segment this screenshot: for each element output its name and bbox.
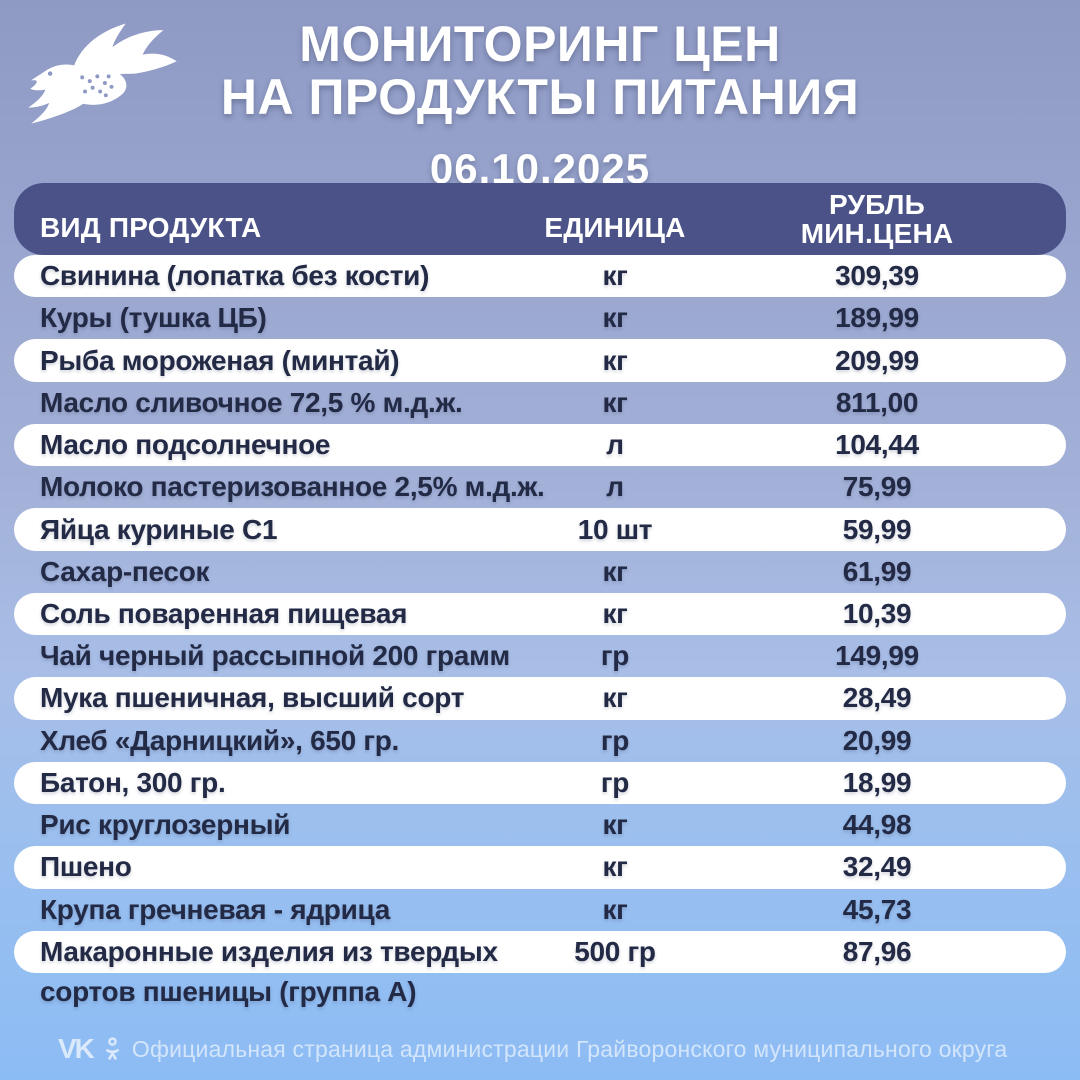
- table-row: Рыба мороженая (минтай) кг 209,99: [14, 339, 1066, 382]
- product-name: Куры (тушка ЦБ): [40, 302, 267, 334]
- price-value: 45,73: [842, 893, 912, 925]
- product-name: Масло подсолнечное: [40, 429, 331, 461]
- price-value: 209,99: [835, 344, 919, 376]
- table-row: Пшено кг 32,49: [14, 846, 1066, 889]
- product-name: Соль поваренная пищевая: [40, 597, 408, 629]
- product-name: Мука пшеничная, высший сорт: [40, 682, 465, 714]
- price-value: 811,00: [835, 386, 919, 418]
- unit-value: кг: [602, 260, 628, 292]
- unit-value: 500 гр: [574, 935, 656, 967]
- unit-value: кг: [602, 344, 628, 376]
- column-header-price: РУБЛЬ МИН.ЦЕНА: [767, 190, 987, 248]
- column-header-price-line1: РУБЛЬ: [829, 189, 925, 220]
- price-value: 75,99: [842, 471, 912, 503]
- product-name: Чай черный рассыпной 200 грамм: [40, 640, 510, 672]
- page-title-line2: НА ПРОДУКТЫ ПИТАНИЯ: [220, 69, 860, 125]
- page-title-line1: МОНИТОРИНГ ЦЕН: [299, 16, 781, 72]
- unit-value: гр: [600, 724, 630, 756]
- footer-caption: Официальная страница администрации Грайв…: [131, 1035, 1008, 1062]
- product-name: Рыба мороженая (минтай): [40, 344, 400, 376]
- column-header-unit: ЕДИНИЦА: [544, 212, 686, 243]
- unit-value: л: [606, 429, 624, 461]
- table-row: Молоко пастеризованное 2,5% м.д.ж. л 75,…: [14, 466, 1066, 508]
- unit-value: кг: [602, 893, 628, 925]
- table-row: Хлеб «Дарницкий», 650 гр. гр 20,99: [14, 720, 1066, 762]
- unit-value: кг: [602, 851, 628, 883]
- unit-value: 10 шт: [577, 513, 653, 545]
- price-value: 309,39: [835, 260, 919, 292]
- flying-bird-icon: [28, 23, 177, 124]
- price-value: 104,44: [835, 429, 919, 461]
- table-row: Батон, 300 гр. гр 18,99: [14, 761, 1066, 805]
- price-value: 44,98: [842, 809, 912, 841]
- product-name-continuation: сортов пшеницы (группа А): [40, 976, 417, 1007]
- product-name: Свинина (лопатка без кости): [40, 260, 430, 292]
- poster-header: МОНИТОРИНГ ЦЕН НА ПРОДУКТЫ ПИТАНИЯ 06.10…: [0, 18, 1080, 193]
- table-row: Соль поваренная пищевая кг 10,39: [14, 592, 1066, 636]
- price-value: 32,49: [842, 851, 912, 883]
- column-header-price-line2: МИН.ЦЕНА: [800, 218, 954, 249]
- unit-value: кг: [602, 555, 628, 587]
- unit-value: л: [606, 471, 624, 503]
- table-row: Макаронные изделия из твердых 500 гр 87,…: [14, 930, 1066, 973]
- footer: VK Официальная страница администрации Гр…: [58, 1028, 1007, 1070]
- unit-value: кг: [602, 682, 628, 714]
- odnoklassniki-icon: [105, 1037, 120, 1061]
- unit-value: кг: [602, 302, 628, 334]
- product-name: Хлеб «Дарницкий», 650 гр.: [40, 724, 400, 756]
- product-name: Батон, 300 гр.: [40, 766, 226, 798]
- table-row: Крупа гречневая - ядрица кг 45,73: [14, 889, 1066, 931]
- table-row: Свинина (лопатка без кости) кг 309,39: [14, 255, 1066, 298]
- price-value: 20,99: [842, 724, 912, 756]
- table-row: Масло подсолнечное л 104,44: [14, 423, 1066, 467]
- unit-value: кг: [602, 386, 628, 418]
- price-value: 59,99: [842, 513, 912, 545]
- price-value: 10,39: [842, 597, 912, 629]
- product-name: Молоко пастеризованное 2,5% м.д.ж.: [40, 471, 545, 503]
- table-row: Масло сливочное 72,5 % м.д.ж. кг 811,00: [14, 382, 1066, 424]
- price-value: 149,99: [835, 640, 919, 672]
- product-name: Рис круглозерный: [40, 809, 291, 841]
- price-value: 61,99: [842, 555, 912, 587]
- table-row: Яйца куриные С1 10 шт 59,99: [14, 508, 1066, 551]
- product-name: Сахар-песок: [40, 555, 210, 587]
- column-header-product: ВИД ПРОДУКТА: [40, 212, 262, 243]
- table-header-row: ВИД ПРОДУКТА ЕДИНИЦА РУБЛЬ МИН.ЦЕНА: [14, 183, 1066, 255]
- product-name: Крупа гречневая - ядрица: [40, 893, 391, 925]
- unit-value: гр: [600, 766, 630, 798]
- price-table: Свинина (лопатка без кости) кг 309,39 Ку…: [14, 255, 1066, 973]
- table-row: Рис круглозерный кг 44,98: [14, 804, 1066, 846]
- unit-value: кг: [602, 809, 628, 841]
- price-value: 28,49: [842, 682, 912, 714]
- product-name: Масло сливочное 72,5 % м.д.ж.: [40, 386, 463, 418]
- unit-value: кг: [602, 597, 628, 629]
- table-row: Мука пшеничная, высший сорт кг 28,49: [14, 677, 1066, 720]
- table-row: Сахар-песок кг 61,99: [14, 551, 1066, 593]
- product-name: Яйца куриные С1: [40, 513, 278, 545]
- table-row: Чай черный рассыпной 200 грамм гр 149,99: [14, 635, 1066, 677]
- price-value: 87,96: [842, 935, 912, 967]
- unit-value: гр: [600, 640, 630, 672]
- price-value: 189,99: [835, 302, 919, 334]
- product-name: Макаронные изделия из твердых: [40, 935, 498, 967]
- table-row: Куры (тушка ЦБ) кг 189,99: [14, 297, 1066, 339]
- vk-icon: VK: [58, 1033, 95, 1064]
- product-name: Пшено: [40, 851, 132, 883]
- price-value: 18,99: [842, 766, 912, 798]
